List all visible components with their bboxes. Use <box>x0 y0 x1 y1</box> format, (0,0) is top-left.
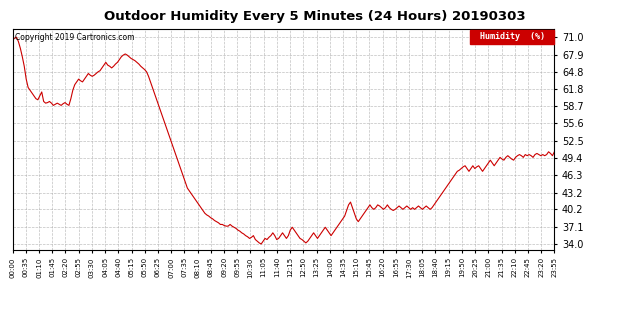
Bar <box>471 30 554 44</box>
Text: Outdoor Humidity Every 5 Minutes (24 Hours) 20190303: Outdoor Humidity Every 5 Minutes (24 Hou… <box>104 10 526 23</box>
Text: Humidity  (%): Humidity (%) <box>479 32 545 42</box>
Text: Copyright 2019 Cartronics.com: Copyright 2019 Cartronics.com <box>15 33 135 42</box>
